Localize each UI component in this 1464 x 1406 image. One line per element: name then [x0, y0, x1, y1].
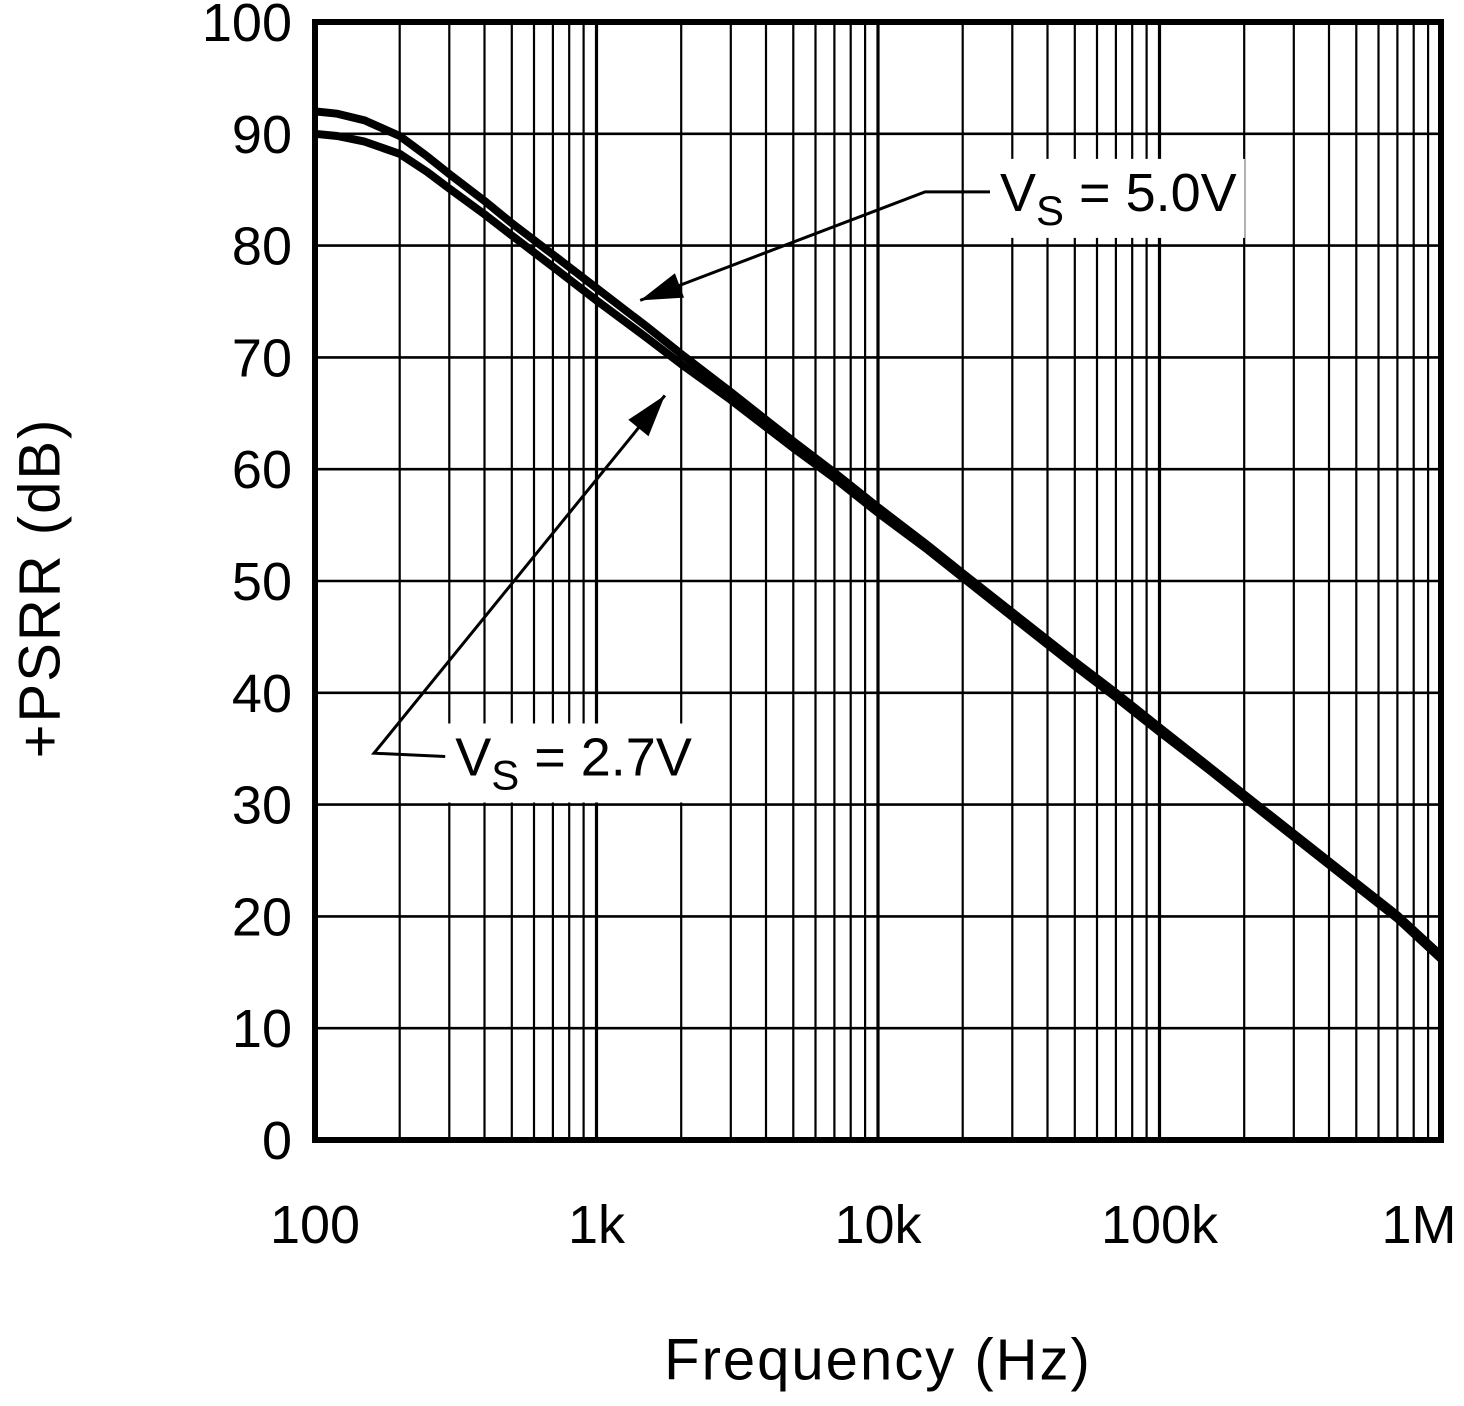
annotation-label-1: VS = 2.7V [455, 728, 692, 799]
x-tick-label: 100k [1101, 1195, 1219, 1255]
annotation-arrowhead [640, 273, 685, 301]
y-tick-label: 50 [232, 552, 292, 612]
annotations: VS = 5.0V VS = 2.7V [370, 158, 1245, 803]
x-axis-title: Frequency (Hz) [664, 1327, 1092, 1393]
y-tick-label: 70 [232, 328, 292, 388]
annotation-label-bg [992, 158, 1245, 238]
annotation-leader [370, 394, 667, 758]
y-tick-label: 10 [232, 999, 292, 1059]
curve-1 [314, 129, 1444, 962]
tick-labels: 0 10 20 30 40 50 60 70 80 90 100 100 1k 10k 100k 1M [202, 0, 1457, 1255]
annotation-leader [639, 190, 990, 302]
y-tick-label: 20 [232, 887, 292, 947]
annotation-arrowhead [628, 395, 665, 437]
y-tick-label: 40 [232, 664, 292, 724]
x-tick-label: 100 [270, 1195, 360, 1255]
grid [312, 19, 1444, 1143]
y-tick-label: 60 [232, 440, 292, 500]
y-axis-title: +PSRR (dB) [7, 417, 73, 759]
annotation-label-0: VS = 5.0V [1000, 163, 1237, 234]
y-tick-label: 80 [232, 217, 292, 277]
curves [314, 107, 1444, 962]
y-tick-label: 0 [262, 1111, 292, 1171]
x-tick-label: 10k [834, 1195, 922, 1255]
x-tick-label: 1k [568, 1195, 626, 1255]
y-tick-label: 30 [232, 776, 292, 836]
annotation-label-bg [447, 723, 700, 803]
y-tick-label: 100 [202, 0, 292, 53]
y-tick-label: 90 [232, 105, 292, 165]
x-tick-label: 1M [1381, 1195, 1456, 1255]
plot-frame [312, 19, 1444, 1143]
